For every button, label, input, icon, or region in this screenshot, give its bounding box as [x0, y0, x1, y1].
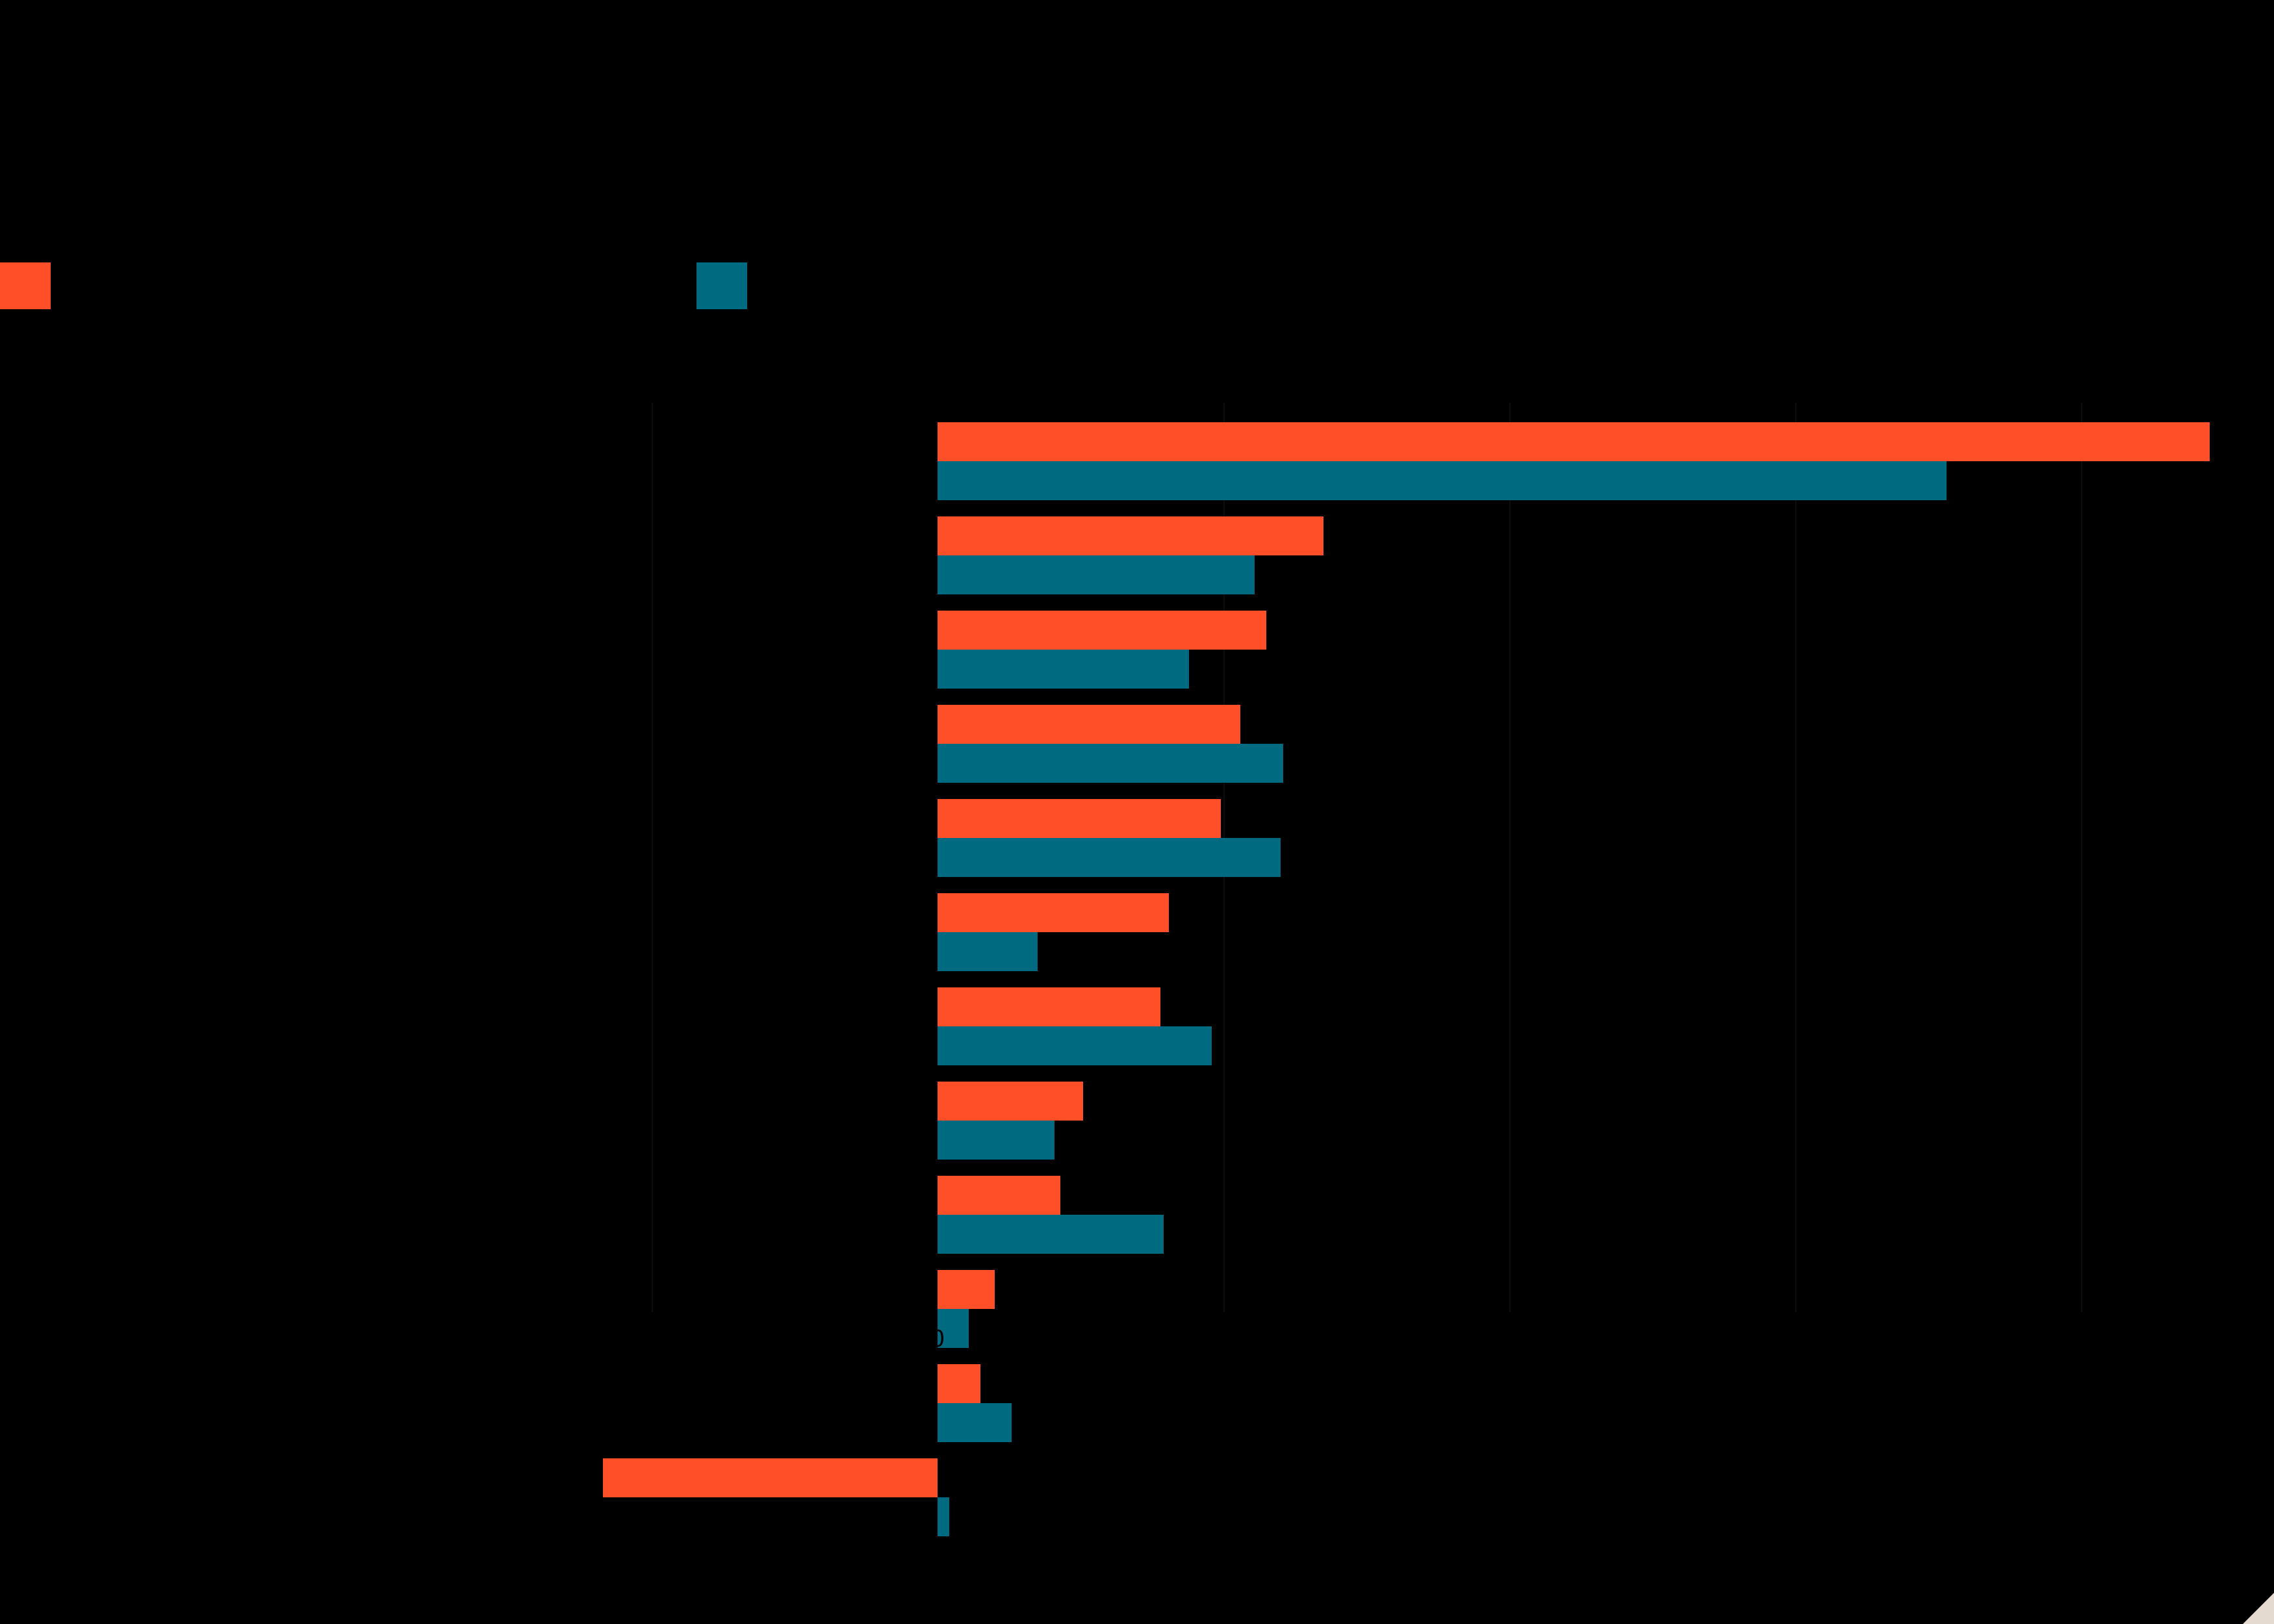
x-tick-label: 1 [1216, 1325, 1231, 1352]
bar[interactable] [938, 1082, 1084, 1121]
bar-group: Category 5 [0, 799, 2274, 877]
bar-group: Category 4 [0, 705, 2274, 783]
bar[interactable] [938, 611, 1266, 650]
legend-swatch-series-1 [0, 262, 51, 309]
bar[interactable] [938, 1403, 1012, 1442]
bar[interactable] [938, 705, 1241, 744]
plot-area: Category 1 Category 2 Category 3 Category 4… [0, 403, 2274, 1536]
x-tick-label: -1 [641, 1325, 663, 1352]
bar-group: Category 12 [0, 1458, 2274, 1536]
bar[interactable] [603, 1458, 938, 1497]
gridline [1509, 403, 1511, 1312]
bar[interactable] [938, 893, 1169, 932]
bar-group: Category 8 [0, 1082, 2274, 1160]
legend-swatch-series-2 [696, 262, 747, 309]
gridline [2081, 403, 2082, 1312]
bar-group: Category 6 [0, 893, 2274, 971]
x-tick-label: 3 [1788, 1325, 1802, 1352]
bar[interactable] [938, 1270, 995, 1309]
bar-group: Category 1 [0, 422, 2274, 500]
chart-legend [0, 262, 780, 314]
bar[interactable] [938, 555, 1255, 594]
bar[interactable] [938, 987, 1161, 1026]
bar[interactable] [938, 1309, 969, 1348]
bar[interactable] [938, 744, 1284, 783]
corner-triangle-mark [2243, 1593, 2274, 1624]
bar[interactable] [938, 838, 1281, 877]
bar[interactable] [938, 1176, 1061, 1215]
x-tick-label: 0 [930, 1325, 945, 1352]
bar[interactable] [938, 1497, 949, 1536]
legend-entry-series-1[interactable] [0, 262, 65, 309]
bar-group: Category 10 [0, 1270, 2274, 1348]
bar[interactable] [938, 1026, 1212, 1065]
bar-group: Category 9 [0, 1176, 2274, 1254]
bar-group: Category 3 [0, 611, 2274, 689]
bar[interactable] [938, 1215, 1164, 1254]
bar[interactable] [938, 422, 2210, 461]
bar[interactable] [938, 650, 1190, 689]
bar-group: Category 7 [0, 987, 2274, 1065]
legend-entry-series-2[interactable] [696, 262, 761, 309]
bar-group: Category 2 [0, 516, 2274, 594]
x-tick-label: 2 [1502, 1325, 1516, 1352]
bar[interactable] [938, 1121, 1055, 1160]
bar[interactable] [938, 516, 1323, 555]
x-tick-label: 4 [2074, 1325, 2088, 1352]
bar[interactable] [938, 932, 1038, 971]
bar[interactable] [938, 799, 1221, 838]
bar[interactable] [938, 1364, 980, 1403]
bar-group: Category 11 [0, 1364, 2274, 1442]
gridline [652, 403, 653, 1312]
bar[interactable] [938, 461, 1947, 500]
gridline [1795, 403, 1796, 1312]
